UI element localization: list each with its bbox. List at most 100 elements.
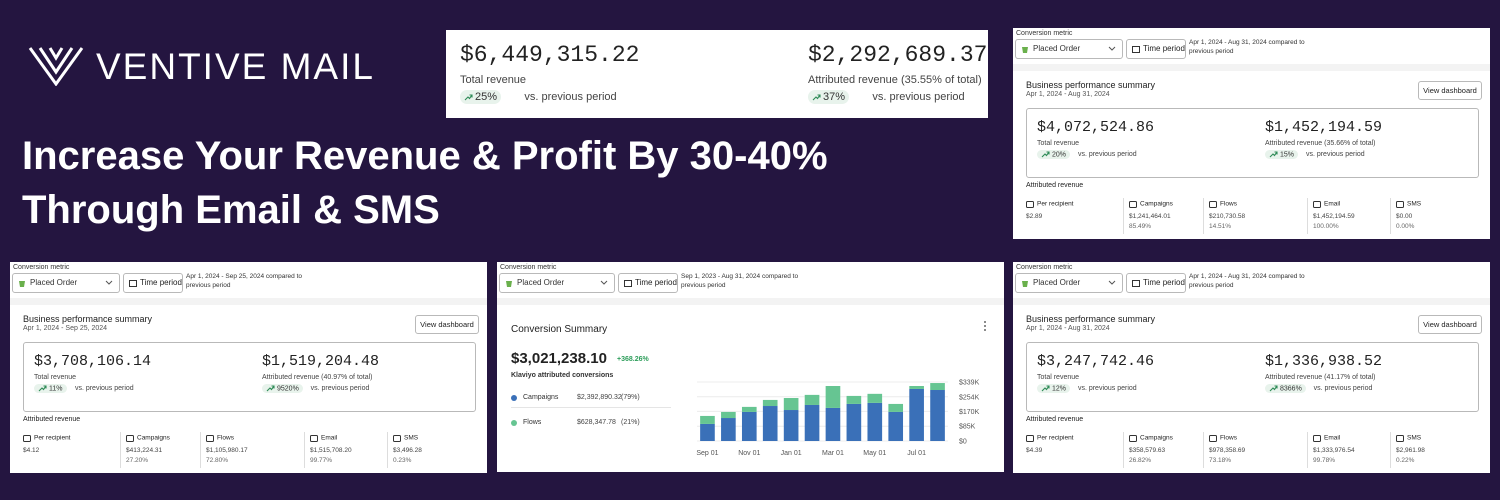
column-pct: 99.78%: [1313, 457, 1336, 464]
revenue-label: Total revenue: [1037, 374, 1080, 381]
conv-subtitle: Klaviyo attributed conversions: [511, 372, 614, 379]
headline: Increase Your Revenue & Profit By 30-40%: [22, 134, 828, 178]
column-pct: 100.00%: [1313, 223, 1339, 230]
summary-panel: Conversion metric Placed Order Time period…: [1013, 262, 1490, 473]
revenue-label: Attributed revenue (41.17% of total): [1265, 374, 1376, 381]
column-divider: [1307, 432, 1308, 468]
view-dashboard-button[interactable]: View dashboard: [1418, 315, 1482, 334]
divider: [497, 298, 1004, 305]
x-tick-label: Jul 01: [907, 450, 926, 457]
bar-segment: [741, 406, 757, 412]
view-dashboard-button[interactable]: View dashboard: [1418, 81, 1482, 100]
column-label: Flows: [1209, 434, 1237, 442]
conv-change: +368.26%: [617, 356, 649, 363]
change-value: 11%: [49, 385, 63, 393]
summary-period: Apr 1, 2024 - Aug 31, 2024: [1026, 325, 1110, 332]
time-button[interactable]: Time period: [1126, 273, 1186, 293]
column-value: $1,515,708.20: [310, 447, 352, 454]
summary-title: Business performance summary: [1026, 314, 1156, 324]
bar-segment: [930, 383, 945, 391]
column-pct: 26.82%: [1129, 457, 1152, 464]
date-range: Apr 1, 2024 - Sep 25, 2024 compared to: [186, 273, 302, 280]
legend-swatch: [511, 420, 517, 426]
legend-total: $2,392,890.32: [577, 394, 622, 401]
bar-segment: [804, 404, 820, 441]
change-value: 9520%: [277, 385, 299, 393]
metric-label: Conversion metric: [13, 264, 70, 271]
legend-swatch: [511, 395, 517, 401]
y-tick-label: $254K: [959, 394, 980, 401]
column-divider: [1123, 198, 1124, 234]
metric-dropdown[interactable]: Placed Order: [1015, 39, 1123, 59]
revenue-value: $3,247,742.46: [1037, 353, 1155, 370]
bar-segment: [721, 418, 736, 441]
conversion-panel: Conversion metric Placed Order Time period…: [497, 262, 1004, 472]
column-label-text: Flows: [1220, 200, 1237, 208]
view-dashboard-button[interactable]: View dashboard: [415, 315, 479, 334]
revenue-label: Total revenue: [34, 374, 77, 381]
column-label: Flows: [1209, 200, 1237, 208]
change-badge: 25%: [460, 90, 502, 104]
column-label-text: Campaigns: [1140, 434, 1173, 442]
column-divider: [1203, 198, 1204, 234]
column-divider: [1390, 432, 1391, 468]
column-label-text: SMS: [1407, 200, 1422, 208]
column-label-text: Flows: [1220, 434, 1237, 442]
time-button[interactable]: Time period: [1126, 39, 1186, 59]
divider: [1013, 298, 1490, 305]
x-tick-label: Sep 01: [696, 450, 718, 457]
revenue-box: $3,708,106.14 Total revenue 11% vs. previou…: [23, 342, 476, 412]
bar-segment: [846, 403, 862, 441]
metric-label: Conversion metric: [1016, 30, 1073, 37]
column-label-text: Flows: [217, 434, 234, 442]
x-tick-label: Jan 01: [781, 450, 802, 457]
column-value: $0.00: [1396, 213, 1413, 220]
column-divider: [120, 432, 121, 468]
change-badge: 37%: [808, 90, 850, 104]
column-value: $413,224.31: [126, 447, 163, 454]
time-button[interactable]: Time period: [618, 273, 678, 293]
column-label-text: SMS: [404, 434, 419, 442]
more-menu[interactable]: [983, 320, 987, 332]
y-tick-label: $0: [959, 439, 967, 446]
bar-segment: [825, 407, 841, 441]
metric-dropdown[interactable]: Placed Order: [499, 273, 615, 293]
headline: Through Email & SMS: [22, 188, 440, 232]
column-pct: 27.20%: [126, 457, 149, 464]
metric-dropdown[interactable]: Placed Order: [12, 273, 120, 293]
change-note: vs. previous period: [74, 385, 134, 392]
x-tick-label: Mar 01: [822, 450, 844, 457]
column-label: Campaigns: [1129, 200, 1173, 208]
bar-segment: [783, 398, 799, 411]
change-value: 20%: [1052, 151, 1067, 159]
section-label: Attributed revenue: [1026, 182, 1084, 189]
y-tick-label: $339K: [959, 380, 980, 387]
conv-title: Conversion Summary: [511, 324, 608, 335]
column-value: $4.12: [23, 447, 40, 454]
revenue-value: $1,336,938.52: [1265, 353, 1383, 370]
date-range: Apr 1, 2024 - Aug 31, 2024 compared to: [1189, 39, 1305, 46]
bar-segment: [700, 415, 715, 424]
change-value: 25%: [475, 91, 498, 103]
column-divider: [304, 432, 305, 468]
brand: VENTIVE MAIL: [96, 46, 375, 87]
time-button[interactable]: Time period: [123, 273, 183, 293]
column-value: $1,241,464.01: [1129, 213, 1171, 220]
change-value: 12%: [1052, 385, 1067, 393]
revenue-label: Attributed revenue (35.66% of total): [1265, 140, 1376, 147]
column-label: Per recipient: [1026, 200, 1074, 208]
column-value: $978,358.69: [1209, 447, 1246, 454]
revenue-value: $2,292,689.37: [808, 42, 988, 68]
change-note: vs. previous period: [1077, 385, 1137, 392]
column-value: $3,496.28: [393, 447, 422, 454]
metric-label: Conversion metric: [500, 264, 557, 271]
column-pct: 85.49%: [1129, 223, 1152, 230]
metric-value: Placed Order: [1033, 44, 1081, 53]
column-label-text: Per recipient: [34, 434, 71, 442]
metric-dropdown[interactable]: Placed Order: [1015, 273, 1123, 293]
column-label: Per recipient: [23, 434, 71, 442]
summary-period: Apr 1, 2024 - Aug 31, 2024: [1026, 91, 1110, 98]
column-label: Campaigns: [126, 434, 170, 442]
column-divider: [1307, 198, 1308, 234]
column-label: Per recipient: [1026, 434, 1074, 442]
